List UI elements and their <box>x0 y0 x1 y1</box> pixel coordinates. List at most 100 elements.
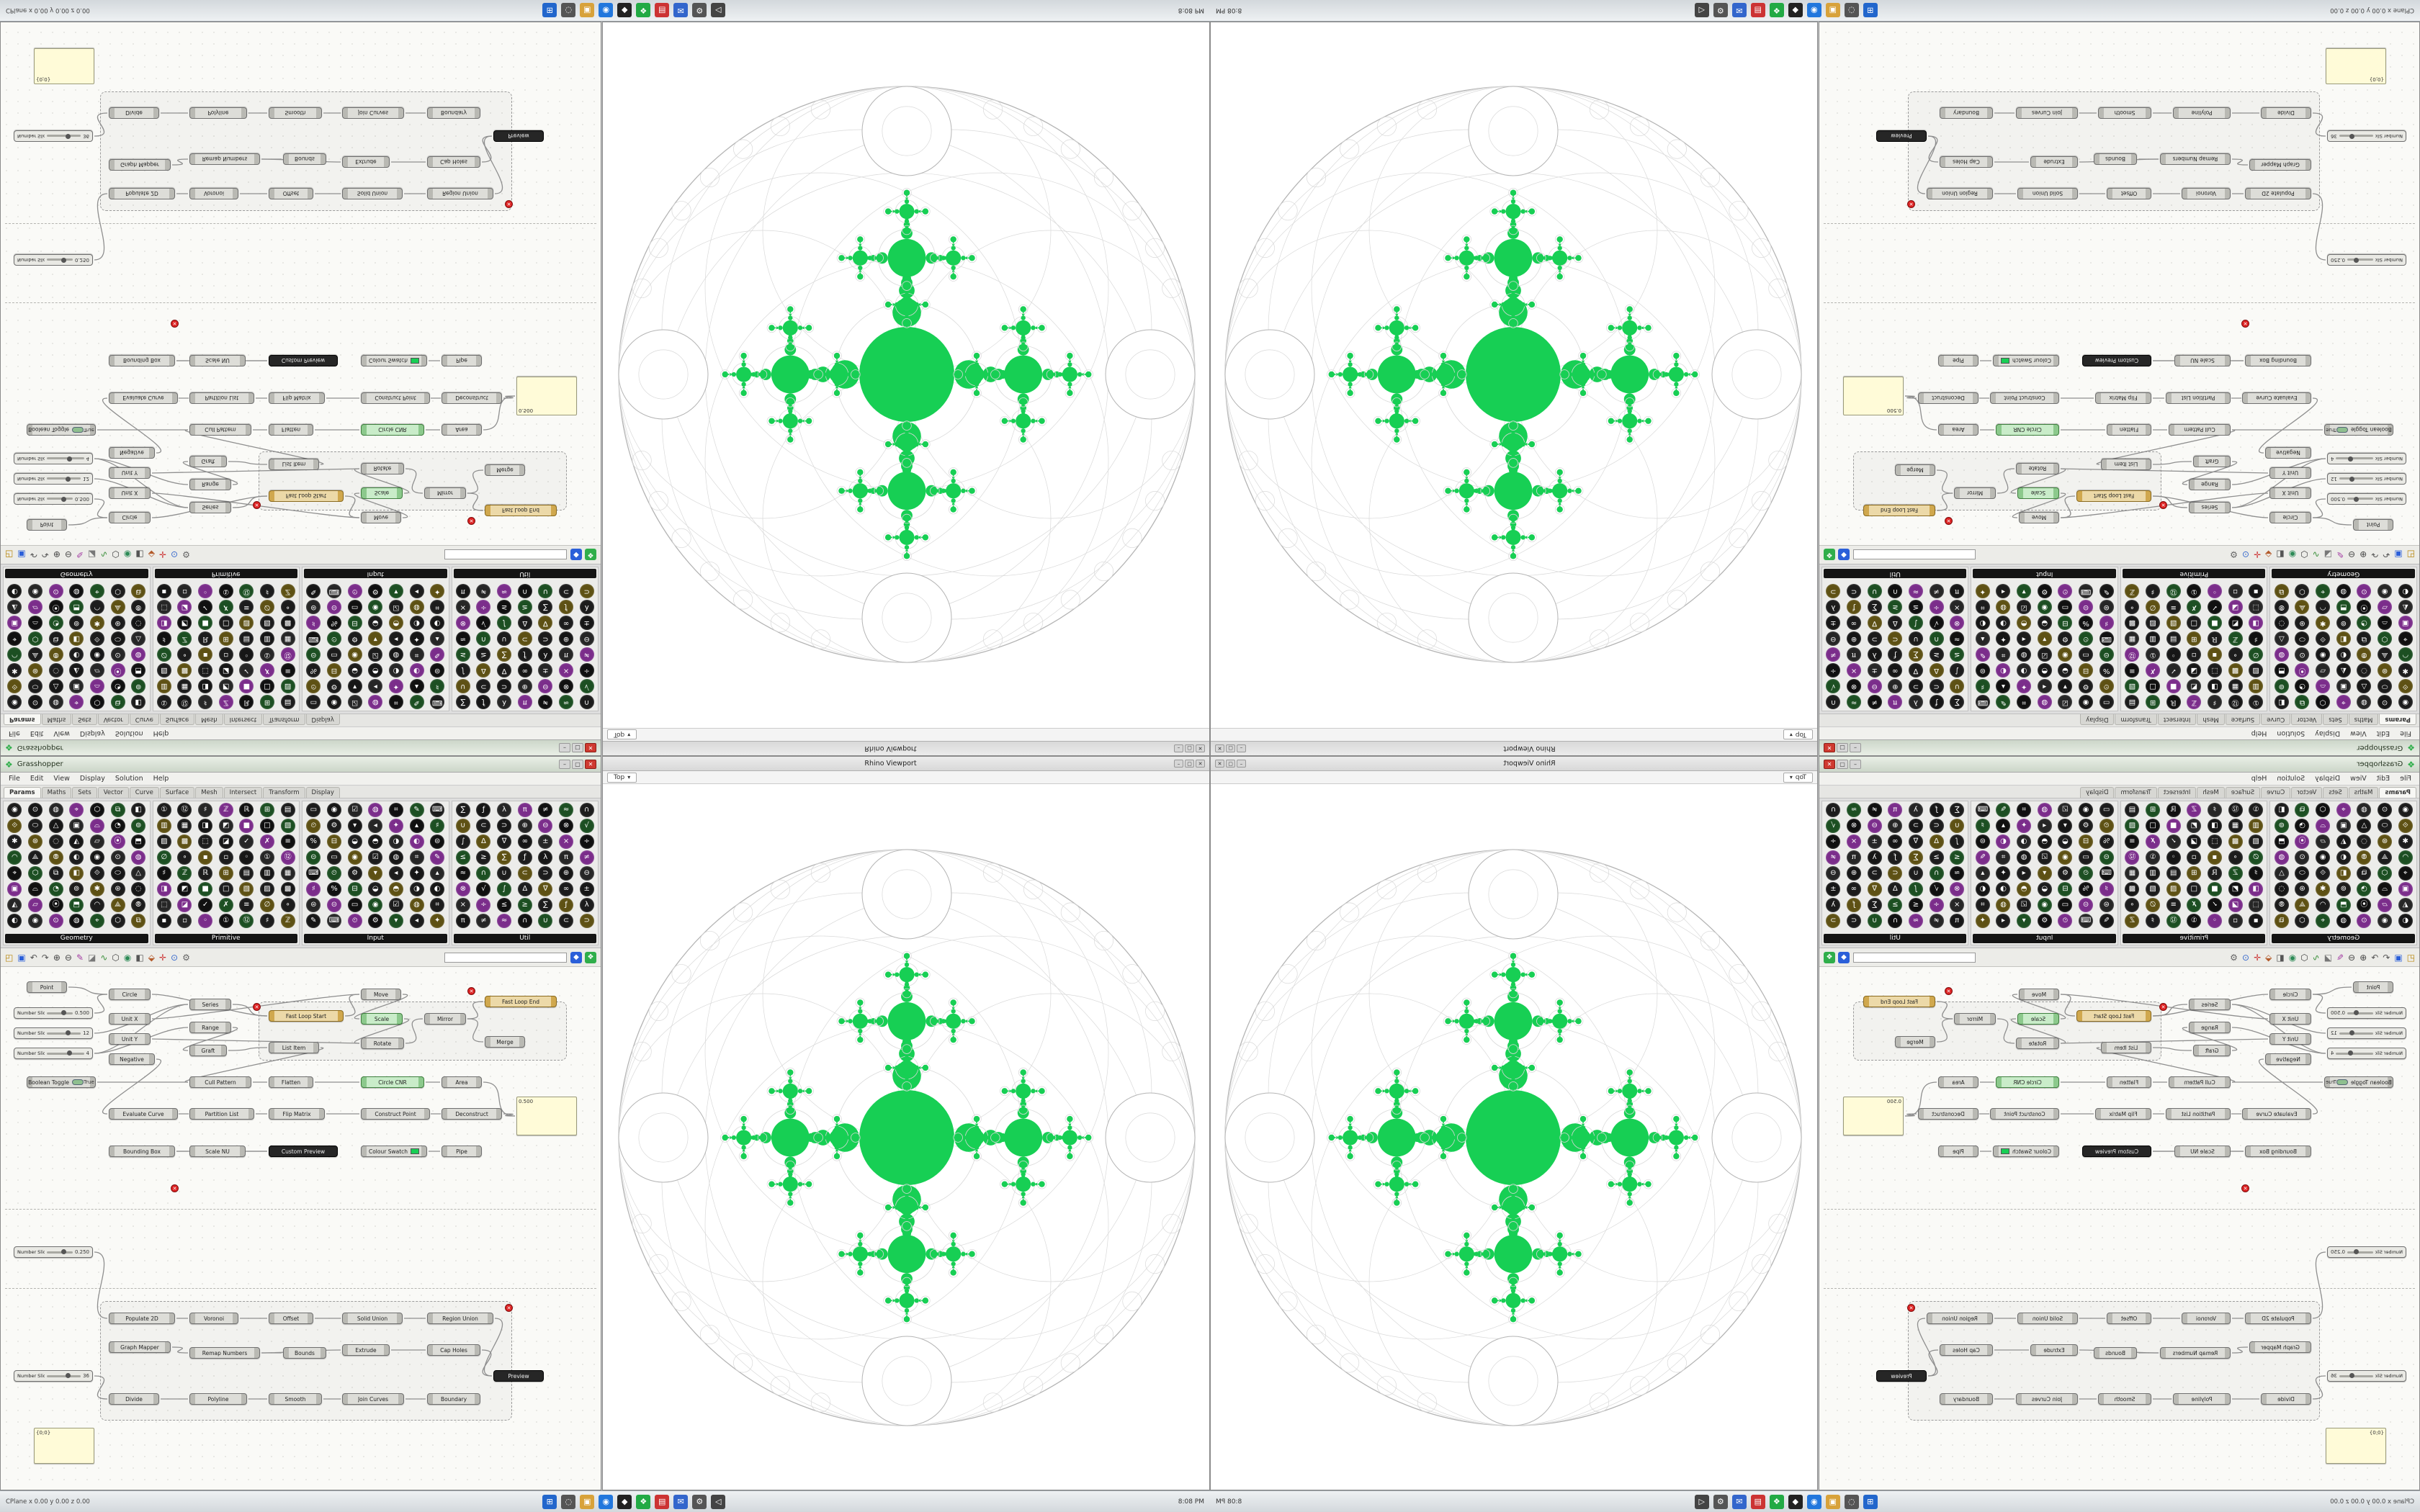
node-circle-cnr[interactable]: Circle CNR <box>1996 424 2059 436</box>
undo-icon[interactable]: ↶ <box>30 549 37 560</box>
node-panel[interactable]: 0.500 <box>516 377 577 415</box>
component-icon[interactable]: ▩ <box>2125 882 2140 896</box>
viewport-tab-top[interactable]: Top ▾ <box>607 772 637 783</box>
component-icon[interactable]: ♯ <box>1975 679 1990 693</box>
open-icon[interactable]: ◰ <box>5 549 14 560</box>
component-icon[interactable]: ◌ <box>131 616 146 630</box>
component-icon[interactable]: ① <box>2145 647 2160 662</box>
component-icon[interactable]: ≡ <box>239 600 254 614</box>
node-fast-loop-end[interactable]: Fast Loop End <box>485 996 557 1007</box>
component-icon[interactable]: ⊚ <box>2274 819 2289 833</box>
component-icon[interactable]: ▱ <box>2378 898 2393 912</box>
component-icon[interactable]: ▴ <box>1975 866 1990 881</box>
preview-icon[interactable]: ◉ <box>123 549 132 560</box>
component-icon[interactable]: ✱ <box>89 616 104 630</box>
document-icon[interactable]: ▤ <box>655 1494 670 1509</box>
component-icon[interactable]: ⊜ <box>306 898 321 912</box>
menu-item-help[interactable]: Help <box>153 775 169 783</box>
component-icon[interactable]: ✓ <box>239 663 254 678</box>
component-icon[interactable]: ℤ <box>218 803 233 817</box>
component-icon[interactable]: ✓ <box>2207 898 2222 912</box>
component-icon[interactable]: ⌗ <box>388 803 403 817</box>
bake-icon[interactable]: ⬙ <box>148 549 155 560</box>
browser-icon[interactable]: ◉ <box>1806 1494 1821 1509</box>
viewport-maximize-button[interactable]: ▢ <box>1226 760 1235 768</box>
component-icon[interactable]: ♯ <box>2099 616 2114 630</box>
component-icon[interactable]: ◉ <box>347 850 362 865</box>
component-icon[interactable]: % <box>2099 834 2114 849</box>
component-icon[interactable]: ≡ <box>2166 600 2181 614</box>
slider-knob[interactable] <box>2349 477 2355 482</box>
component-icon[interactable]: ⟁ <box>2295 898 2310 912</box>
component-icon[interactable]: ⊝ <box>2079 898 2094 912</box>
toggle-knob[interactable] <box>2336 427 2348 433</box>
component-icon[interactable]: ∅ <box>156 850 171 865</box>
component-icon[interactable]: √ <box>476 616 491 630</box>
viewport-maximize-button[interactable]: ▢ <box>1226 744 1235 752</box>
component-icon[interactable]: × <box>559 834 574 849</box>
component-icon[interactable]: ◍ <box>131 850 146 865</box>
component-icon[interactable]: ⬭ <box>110 631 125 646</box>
node-offset[interactable]: Offset <box>2107 1313 2151 1324</box>
component-icon[interactable]: ℝ <box>2166 695 2181 709</box>
component-icon[interactable]: ⊙ <box>2357 914 2372 928</box>
component-icon[interactable]: ♯ <box>430 679 445 693</box>
component-icon[interactable]: λ <box>1908 803 1923 817</box>
node-bounding-box[interactable]: Bounding Box <box>109 1146 175 1157</box>
grasshopper-icon[interactable]: ❖ <box>636 1494 651 1509</box>
node-flatten[interactable]: Flatten <box>269 1076 313 1088</box>
node-construct-point[interactable]: Construct Point <box>361 1108 430 1120</box>
node-boolean-toggle[interactable]: Boolean Toggle True <box>2324 1076 2393 1088</box>
node-mirror[interactable]: Mirror <box>424 487 466 499</box>
shaded-preview-icon[interactable]: ◧ <box>2276 952 2285 963</box>
component-icon[interactable]: ≤ <box>455 647 470 662</box>
component-icon[interactable]: × <box>1846 663 1861 678</box>
node-cap-holes[interactable]: Cap Holes <box>1940 1344 1993 1356</box>
component-icon[interactable]: ▦ <box>2228 819 2243 833</box>
wire-display-icon[interactable]: ∿ <box>100 952 108 963</box>
component-icon[interactable]: ∪ <box>497 631 512 646</box>
component-icon[interactable]: ℝ <box>239 803 254 817</box>
rhino-logo-icon[interactable]: ◆ <box>570 951 582 963</box>
slider-knob[interactable] <box>2349 134 2355 139</box>
component-icon[interactable]: ◉ <box>27 584 42 598</box>
node-area[interactable]: Area <box>442 424 482 436</box>
component-icon[interactable]: Δ <box>1888 882 1903 896</box>
component-icon[interactable]: × <box>455 600 470 614</box>
component-icon[interactable]: ⏲ <box>347 584 362 598</box>
component-icon[interactable]: ▨ <box>2145 882 2160 896</box>
component-icon[interactable]: ◍ <box>388 647 403 662</box>
component-icon[interactable]: ∞ <box>1888 834 1903 849</box>
component-icon[interactable]: ▴ <box>1996 819 2011 833</box>
node-range[interactable]: Range <box>189 1022 231 1033</box>
component-icon[interactable]: ⚙ <box>368 914 383 928</box>
eraser-icon[interactable]: ◪ <box>88 952 97 963</box>
component-icon[interactable]: ◧ <box>131 803 146 817</box>
component-icon[interactable]: ⧉ <box>2357 866 2372 881</box>
component-icon[interactable]: ∑ <box>1908 647 1923 662</box>
node-smooth[interactable]: Smooth <box>269 107 322 119</box>
document-icon[interactable]: ▤ <box>1750 1494 1765 1509</box>
component-icon[interactable]: ▴ <box>430 866 445 881</box>
cluster-icon[interactable]: ⬡ <box>112 549 120 560</box>
component-icon[interactable]: ⬡ <box>2378 866 2393 881</box>
component-icon[interactable]: ℤ <box>2228 866 2243 881</box>
component-icon[interactable]: ≤ <box>455 850 470 865</box>
node-list-item[interactable]: List Item <box>269 459 319 470</box>
component-icon[interactable]: ✦ <box>388 819 403 833</box>
component-icon[interactable]: ▭ <box>2058 898 2073 912</box>
component-icon[interactable]: ■ <box>198 882 213 896</box>
component-icon[interactable]: Δ <box>1929 834 1944 849</box>
node-partition-list[interactable]: Partition List <box>2166 1108 2231 1120</box>
slider-track[interactable] <box>2339 134 2373 139</box>
component-icon[interactable]: ◉ <box>2398 695 2413 709</box>
node-evaluate-curve[interactable]: Evaluate Curve <box>2242 1108 2311 1120</box>
component-icon[interactable]: ▪ <box>2249 584 2264 598</box>
component-icon[interactable]: ■ <box>2166 819 2181 833</box>
component-icon[interactable]: ⏲ <box>2058 914 2073 928</box>
node-evaluate-curve[interactable]: Evaluate Curve <box>109 1108 178 1120</box>
component-icon[interactable]: ◭ <box>2398 600 2413 614</box>
component-icon[interactable]: ⊞ <box>260 695 275 709</box>
swatch-color-chip[interactable] <box>411 1148 420 1154</box>
